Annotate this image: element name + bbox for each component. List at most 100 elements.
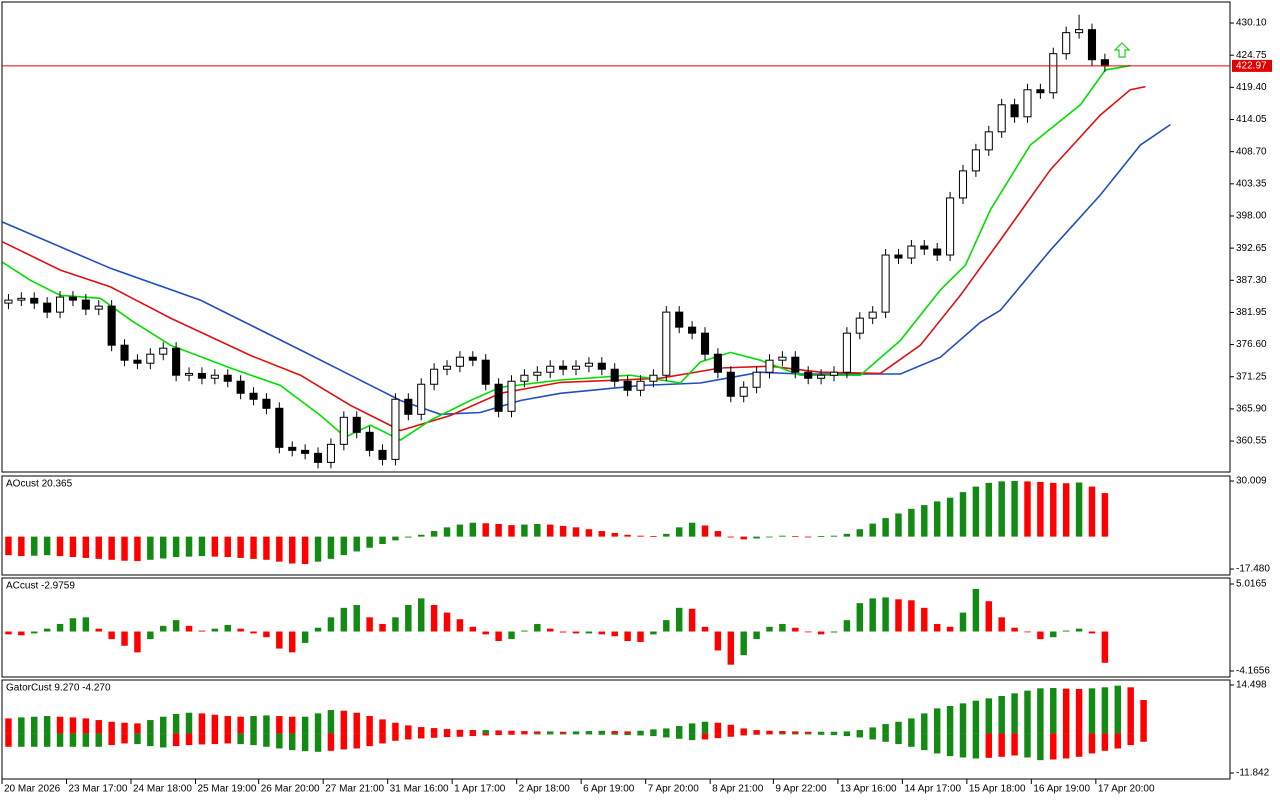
gator-bar — [611, 733, 618, 735]
gator-bar — [276, 733, 283, 749]
gator-bar — [650, 729, 657, 734]
histogram-bar — [353, 536, 360, 552]
histogram-bar — [340, 536, 348, 556]
histogram-bar — [495, 631, 502, 641]
candle-body — [700, 332, 710, 355]
candle-body — [868, 311, 877, 319]
gator-bar — [740, 728, 747, 734]
histogram-bar — [211, 536, 219, 557]
gator-bar — [5, 733, 12, 747]
histogram-bar — [56, 623, 64, 632]
gator-bar — [933, 708, 941, 734]
gator-bar — [817, 733, 825, 735]
histogram-bar — [82, 536, 90, 558]
gator-bar — [69, 733, 77, 747]
histogram-bar — [31, 631, 38, 634]
gator-bar — [959, 733, 967, 758]
gator-bar — [353, 712, 360, 734]
gator-bar — [1011, 693, 1018, 734]
histogram-bar — [185, 536, 193, 557]
gator-bar — [31, 716, 38, 734]
histogram-bar — [172, 620, 180, 632]
histogram-bar — [289, 536, 296, 564]
gator-bar — [908, 733, 915, 747]
histogram-bar — [314, 536, 322, 562]
histogram-bar — [727, 631, 735, 665]
indicator-title: ACcust -2.9759 — [6, 581, 75, 592]
histogram-bar — [1050, 631, 1057, 638]
candle-body — [172, 347, 181, 376]
gator-bar — [56, 733, 64, 747]
x-tick-label: 2 Apr 18:00 — [519, 784, 571, 795]
gator-bar — [18, 717, 25, 734]
histogram-bar — [675, 607, 683, 632]
y-tick-label: 387.30 — [1236, 275, 1267, 286]
y-tick-label: 371.25 — [1236, 371, 1267, 382]
histogram-bar — [714, 631, 722, 651]
indicator-title: GatorCust 9.270 -4.270 — [6, 683, 111, 694]
gator-bar — [779, 731, 786, 734]
histogram-bar — [546, 628, 554, 632]
histogram-bar — [224, 624, 231, 632]
gator-bar — [18, 733, 25, 747]
gator-bar — [637, 730, 644, 734]
gator-bar — [1127, 687, 1134, 734]
gator-bar — [289, 733, 296, 751]
candle-body — [326, 443, 335, 463]
candle-body — [1023, 89, 1032, 118]
histogram-bar — [753, 536, 760, 539]
histogram-bar — [95, 628, 102, 632]
histogram-bar — [985, 601, 993, 632]
histogram-bar — [417, 598, 425, 632]
histogram-bar — [430, 605, 438, 632]
x-tick-label: 15 Apr 18:00 — [969, 784, 1026, 795]
histogram-bar — [56, 536, 64, 557]
histogram-bar — [1088, 486, 1096, 537]
candle-body — [829, 371, 839, 376]
gator-bar — [224, 716, 231, 734]
gator-bar — [108, 733, 115, 746]
gator-bar — [469, 730, 477, 734]
histogram-bar — [895, 513, 902, 537]
gator-bar — [985, 698, 993, 734]
histogram-bar — [495, 524, 502, 537]
buy-signal-arrow — [1113, 42, 1131, 58]
gator-bar — [340, 733, 348, 750]
histogram-bar — [985, 482, 993, 537]
histogram-bar — [1024, 481, 1031, 537]
histogram-bar — [482, 523, 489, 537]
x-tick-label: 17 Apr 20:00 — [1098, 784, 1155, 795]
gator-bar — [405, 725, 412, 734]
candle-body — [520, 374, 529, 382]
histogram-bar — [933, 501, 941, 537]
histogram-bar — [792, 536, 799, 538]
candle-body — [1010, 104, 1019, 118]
histogram-bar — [276, 536, 283, 562]
histogram-bar — [430, 531, 438, 537]
candle-body — [313, 452, 323, 463]
histogram-bar — [779, 535, 786, 537]
gator-bar — [340, 710, 348, 734]
gator-bar — [43, 733, 51, 747]
gator-bar — [908, 718, 915, 734]
candle-body — [765, 359, 774, 373]
histogram-bar — [147, 631, 154, 640]
candle-body — [726, 371, 735, 397]
candle-body — [17, 297, 26, 301]
gator-bar — [417, 727, 425, 734]
histogram-bar — [160, 536, 167, 559]
gator-bar — [82, 733, 90, 747]
y-tick-label: -17.480 — [1236, 564, 1270, 575]
gator-bar — [701, 733, 709, 740]
candle-body — [339, 416, 348, 445]
histogram-bar — [675, 527, 683, 537]
y-tick-label: 392.65 — [1236, 243, 1267, 254]
y-tick-label: -4.1656 — [1236, 666, 1270, 677]
candle-body — [391, 398, 400, 460]
gator-bar — [895, 721, 902, 734]
histogram-bar — [69, 618, 77, 632]
histogram-bar — [740, 536, 747, 540]
gator-bar — [160, 716, 167, 734]
candle-body — [481, 359, 490, 385]
histogram-bar — [869, 523, 876, 537]
